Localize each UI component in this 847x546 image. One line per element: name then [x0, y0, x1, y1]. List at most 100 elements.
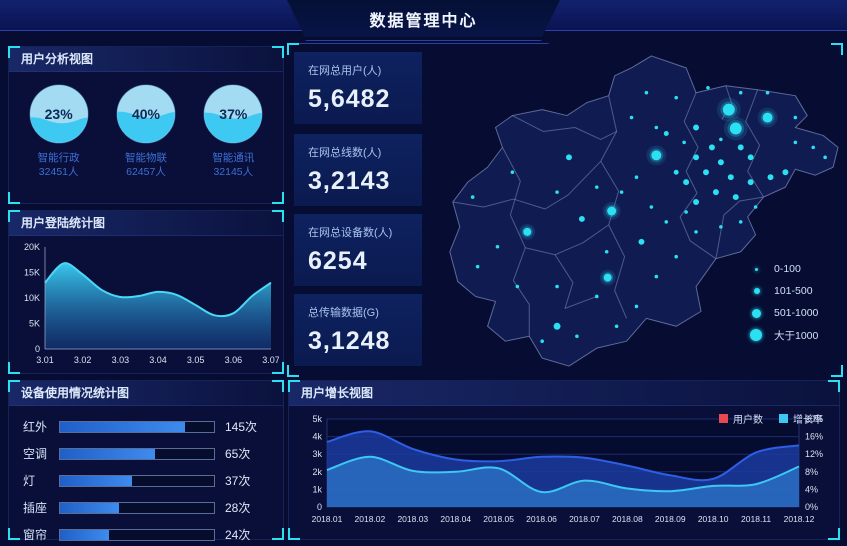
svg-text:20K: 20K [24, 242, 40, 252]
map-legend-item: 501-1000 [750, 302, 818, 324]
liquid-circle-block: 23% 智能行政 32451人 [20, 84, 98, 179]
stat-value: 5,6482 [308, 85, 391, 113]
corner-bracket [831, 43, 843, 55]
svg-text:3k: 3k [312, 449, 322, 459]
svg-text:2018.09: 2018.09 [655, 514, 686, 524]
legend-dot-icon [752, 308, 761, 318]
stat-card-total-data: 总传输数据(G) 3,1248 [294, 294, 422, 366]
bar-row: 灯 37次 [23, 472, 269, 489]
map-legend-item: 101-500 [750, 280, 818, 302]
corner-bracket [272, 362, 284, 374]
legend-label: 101-500 [774, 285, 813, 297]
header-title-box: 数据管理中心 [287, 0, 560, 37]
bar-value: 65次 [225, 447, 251, 461]
login-area-chart: 0 5K 10K 15K 20K 3.01 3.02 3.03 3.04 3.05 3.06 3.07 [13, 237, 280, 378]
svg-text:3.03: 3.03 [112, 355, 130, 365]
circle-label: 智能通讯 [212, 152, 255, 164]
corner-bracket [272, 210, 284, 222]
liquid-circle-block: 40% 智能物联 62457人 [107, 84, 185, 179]
svg-text:3.06: 3.06 [225, 355, 243, 365]
svg-text:1k: 1k [312, 484, 322, 494]
corner-bracket [8, 210, 20, 222]
bar-fill [60, 421, 185, 432]
panel-user-growth: 用户增长视图 用户数 增长率 0 1k 2k 3k 4k 5k 0% 4% 8% 12% 16% 20… [288, 380, 840, 540]
svg-text:20%: 20% [805, 414, 823, 424]
corner-bracket [8, 380, 20, 392]
svg-text:2018.05: 2018.05 [483, 514, 514, 524]
circle-count: 62457人 [126, 166, 166, 178]
svg-text:5k: 5k [312, 414, 322, 424]
panel-title-device-usage: 设备使用情况统计图 [9, 381, 283, 406]
panel-title-user-analysis: 用户分析视图 [9, 47, 283, 72]
bar-fill [60, 502, 119, 513]
stat-label: 总传输数据(G) [308, 307, 379, 319]
svg-text:2018.10: 2018.10 [698, 514, 729, 524]
svg-text:4k: 4k [312, 432, 322, 442]
legend-item-growth-rate[interactable]: 增长率 [779, 411, 823, 426]
legend-label: 0-100 [774, 263, 801, 275]
corner-bracket [272, 380, 284, 392]
legend-label: 增长率 [793, 415, 823, 426]
panel-device-usage: 设备使用情况统计图 红外 145次 空调 65次 灯 37次 插座 28次 [8, 380, 284, 543]
corner-bracket [272, 192, 284, 204]
legend-dot-icon [755, 267, 758, 271]
map-legend-item: 大于1000 [750, 324, 818, 346]
bar-track [59, 501, 215, 514]
bar-row: 插座 28次 [23, 499, 269, 516]
panel-title-user-growth: 用户增长视图 [289, 381, 839, 406]
percent-value: 37% [219, 106, 248, 122]
bar-track [59, 528, 215, 541]
bar-value: 37次 [225, 474, 251, 488]
map-region: 在网总用户(人) 5,6482 在网总线数(人) 3,2143 在网总设备数(人… [287, 43, 843, 377]
bar-value: 145次 [225, 420, 258, 434]
legend-swatch-icon [779, 414, 788, 423]
legend-label: 用户数 [733, 415, 763, 426]
stat-value: 6254 [308, 247, 368, 275]
bar-fill [60, 448, 156, 459]
svg-text:2018.01: 2018.01 [312, 514, 343, 524]
bar-fill [60, 529, 110, 540]
bar-track [59, 447, 215, 460]
svg-text:15K: 15K [24, 268, 40, 278]
liquid-circles: 23% 智能行政 32451人 40% 智能物联 62457人 37% 智能通讯… [9, 72, 283, 179]
corner-bracket [8, 362, 20, 374]
svg-text:0%: 0% [805, 502, 818, 512]
svg-text:2018.03: 2018.03 [397, 514, 428, 524]
circle-label: 智能物联 [124, 152, 167, 164]
stat-card-total-users: 在网总用户(人) 5,6482 [294, 52, 422, 124]
svg-text:0: 0 [35, 344, 40, 354]
circle-count: 32145人 [213, 166, 254, 178]
stat-label: 在网总线数(人) [308, 147, 382, 159]
stat-value: 3,1248 [308, 327, 391, 355]
svg-text:2018.04: 2018.04 [440, 514, 471, 524]
svg-text:3.02: 3.02 [74, 355, 92, 365]
bar-track [59, 420, 215, 433]
region-map [426, 44, 842, 374]
liquid-circle: 40% [116, 84, 176, 144]
svg-text:2018.11: 2018.11 [741, 514, 771, 524]
legend-item-users[interactable]: 用户数 [719, 411, 763, 426]
svg-text:8%: 8% [805, 467, 818, 477]
svg-text:2018.08: 2018.08 [612, 514, 643, 524]
liquid-circle: 23% [29, 84, 89, 144]
bar-fill [60, 475, 133, 486]
bar-row: 空调 65次 [23, 445, 269, 462]
svg-text:2018.02: 2018.02 [355, 514, 386, 524]
svg-text:5K: 5K [29, 319, 40, 329]
svg-text:16%: 16% [805, 432, 823, 442]
svg-text:3.01: 3.01 [36, 355, 54, 365]
svg-text:2018.06: 2018.06 [526, 514, 557, 524]
panel-user-analysis: 用户分析视图 23% 智能行政 32451人 40% 智能物联 62457人 3… [8, 46, 284, 204]
corner-bracket [8, 192, 20, 204]
stat-label: 在网总用户(人) [308, 65, 382, 77]
svg-text:2018.12: 2018.12 [784, 514, 815, 524]
svg-text:3.04: 3.04 [149, 355, 167, 365]
bar-row: 窗帘 24次 [23, 526, 269, 543]
legend-dot-icon [750, 329, 762, 341]
liquid-circle-block: 37% 智能通讯 32145人 [194, 84, 272, 179]
legend-swatch-icon [719, 414, 728, 423]
svg-text:3.07: 3.07 [262, 355, 279, 365]
circle-label: 智能行政 [37, 152, 80, 164]
header-decoration [297, 40, 550, 44]
